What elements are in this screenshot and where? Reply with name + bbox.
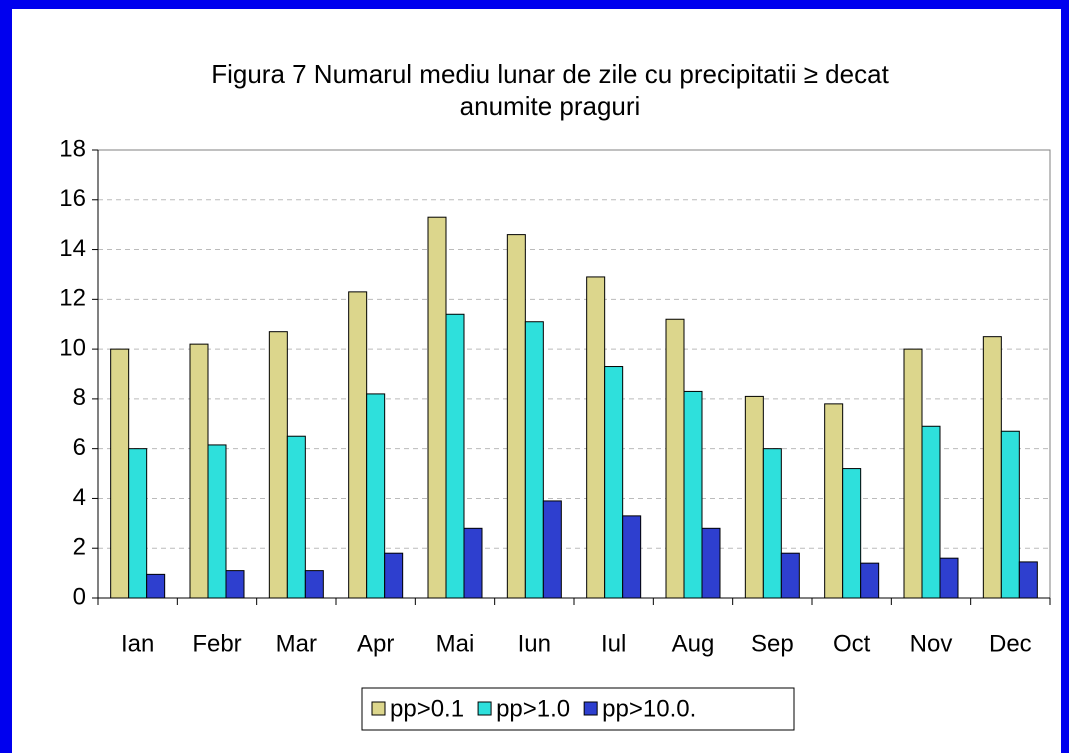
x-tick-label: Mar <box>276 630 317 657</box>
x-tick-label: Iul <box>601 630 626 657</box>
bar <box>586 276 606 599</box>
y-tick-label: 14 <box>59 235 86 262</box>
bar <box>744 395 764 599</box>
x-tick-label: Nov <box>910 630 953 657</box>
bar <box>842 468 862 599</box>
bar <box>1000 430 1020 599</box>
bar <box>780 552 800 599</box>
y-tick-label: 0 <box>73 583 86 610</box>
bar <box>524 321 544 599</box>
bar <box>665 318 685 599</box>
y-tick-label: 4 <box>73 484 86 511</box>
chart-title: anumite praguri <box>460 91 641 121</box>
legend-label: pp>10.0. <box>602 695 696 722</box>
legend <box>361 687 795 731</box>
bar <box>604 366 624 599</box>
bar <box>939 557 959 599</box>
x-tick-label: Ian <box>121 630 154 657</box>
bar <box>225 570 245 599</box>
bar <box>824 403 844 599</box>
y-tick-label: 10 <box>59 334 86 361</box>
bar <box>207 444 227 599</box>
y-tick-label: 2 <box>73 534 86 561</box>
bar <box>427 216 447 599</box>
y-tick-label: 6 <box>73 434 86 461</box>
bar <box>762 448 782 599</box>
bar <box>146 573 166 599</box>
legend-label: pp>0.1 <box>390 695 464 722</box>
x-tick-label: Febr <box>192 630 241 657</box>
chart-title: Figura 7 Numarul mediu lunar de zile cu … <box>211 59 889 89</box>
bar <box>921 425 941 599</box>
y-tick-label: 18 <box>59 135 86 162</box>
y-tick-label: 12 <box>59 285 86 312</box>
bar <box>463 527 483 599</box>
bar <box>701 527 721 599</box>
plot-area <box>97 149 1051 599</box>
legend-swatch <box>371 701 386 716</box>
bar <box>189 343 209 599</box>
legend-label: pp>1.0 <box>496 695 570 722</box>
bar <box>348 291 368 599</box>
bar <box>268 331 288 599</box>
bar <box>110 348 130 599</box>
bar <box>860 562 880 599</box>
legend-swatch <box>583 701 598 716</box>
y-tick-label: 16 <box>59 185 86 212</box>
bar <box>903 348 923 599</box>
bar <box>304 570 324 599</box>
x-tick-label: Aug <box>672 630 715 657</box>
x-tick-label: Iun <box>518 630 551 657</box>
x-tick-label: Oct <box>833 630 871 657</box>
x-tick-label: Dec <box>989 630 1032 657</box>
bar <box>445 313 465 599</box>
bar <box>683 390 703 599</box>
y-tick-label: 8 <box>73 384 86 411</box>
legend-swatch <box>477 701 492 716</box>
bar <box>128 448 148 599</box>
x-tick-label: Mai <box>436 630 475 657</box>
x-tick-label: Apr <box>357 630 394 657</box>
bar <box>1018 561 1038 599</box>
bar <box>506 234 526 599</box>
bar <box>622 515 642 599</box>
x-tick-label: Sep <box>751 630 794 657</box>
bar <box>286 435 306 599</box>
bar <box>982 336 1002 599</box>
bar <box>542 500 562 599</box>
bar <box>384 552 404 599</box>
bar <box>366 393 386 599</box>
